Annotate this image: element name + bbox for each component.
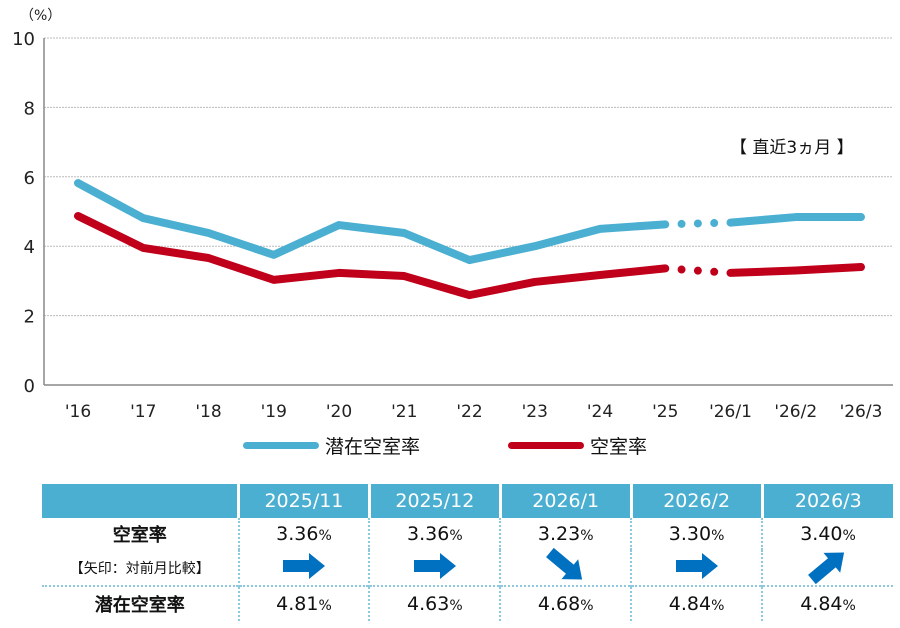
legend-swatch [508,442,584,449]
table-row-arrows: 【矢印：対前月比較】 [42,547,893,586]
series-line-0-annual [74,179,670,265]
trend-arrow-icon [237,550,370,586]
recent-months-table: 2025/11 2025/12 2026/1 2026/2 2026/3 空室率… [42,484,893,621]
series-line-0-monthly [726,213,865,227]
header-blank [42,484,239,518]
table-row-potential: 潜在空室率 4.81% 4.63% 4.68% 4.84% 4.84% [42,585,893,621]
vacancy-value: 3.30% [630,518,763,550]
trend-arrow-icon [761,550,893,586]
x-tick-label: '26/3 [840,402,883,422]
recent-months-annotation: 【 直近3ヵ月 】 [730,138,854,158]
series-gap-dot [677,265,686,274]
series-gap-dot [693,266,702,275]
legend-label: 潜在空室率 [325,436,421,458]
legend: 潜在空室率 空室率 [0,432,900,458]
arrow-note: 【矢印：対前月比較】 [69,560,210,577]
potential-value: 4.81% [237,585,370,621]
x-tick-label: '21 [391,402,417,422]
vacancy-value: 3.36% [368,518,501,550]
row-label-vacancy: 空室率 [112,525,167,546]
y-unit-label: （%） [20,8,61,24]
y-tick-label: 2 [24,307,35,328]
series-gap-dot [677,219,686,228]
x-tick-label: '17 [130,402,156,422]
y-tick-label: 0 [24,376,35,397]
series-line-1-monthly [726,263,865,277]
header-month: 2026/2 [629,484,763,518]
legend-item-vacancy: 空室率 [508,432,647,459]
vacancy-value: 3.23% [499,518,632,550]
x-tick-label: '18 [195,402,221,422]
potential-value: 4.84% [761,585,893,621]
line-chart: （%） 0 2 4 6 8 10 '16 '17 '18 '19 '20 '21 '22 '23 '24 '… [12,8,893,422]
legend-item-potential: 潜在空室率 [243,432,420,459]
table-row-vacancy: 空室率 3.36% 3.36% 3.23% 3.30% 3.40% [42,518,893,550]
x-tick-label: '16 [65,402,91,422]
trend-arrow-icon [368,550,501,586]
header-month: 2025/12 [367,484,501,518]
vacancy-value: 3.36% [237,518,370,550]
series-line-1-annual [74,212,670,300]
potential-value: 4.68% [499,585,632,621]
series-gap-dot [710,219,719,228]
potential-value: 4.63% [368,585,501,621]
y-tick-label: 8 [24,98,35,119]
header-month: 2025/11 [237,484,370,518]
x-tick-label: '20 [326,402,352,422]
trend-arrow-icon [630,550,763,586]
header-month: 2026/3 [760,484,893,518]
header-month: 2026/1 [498,484,632,518]
y-tick-label: 4 [24,237,35,258]
x-tick-label: '26/1 [709,402,752,422]
x-tick-label: '25 [652,402,678,422]
potential-value: 4.84% [630,585,763,621]
x-tick-label: '26/2 [774,402,817,422]
vacancy-value: 3.40% [761,518,893,550]
x-tick-label: '19 [261,402,287,422]
table-header-row: 2025/11 2025/12 2026/1 2026/2 2026/3 [42,484,893,518]
legend-label: 空室率 [590,436,648,458]
y-tick-label: 10 [12,29,35,50]
row-label-potential: 潜在空室率 [42,585,239,621]
y-tick-label: 6 [24,168,35,189]
x-tick-label: '22 [456,402,482,422]
trend-arrow-icon [499,547,632,586]
series-gap-dot [693,219,702,228]
series-gap-dot [710,267,719,276]
x-tick-label: '24 [587,402,613,422]
x-tick-label: '23 [522,402,548,422]
legend-swatch [243,442,319,449]
